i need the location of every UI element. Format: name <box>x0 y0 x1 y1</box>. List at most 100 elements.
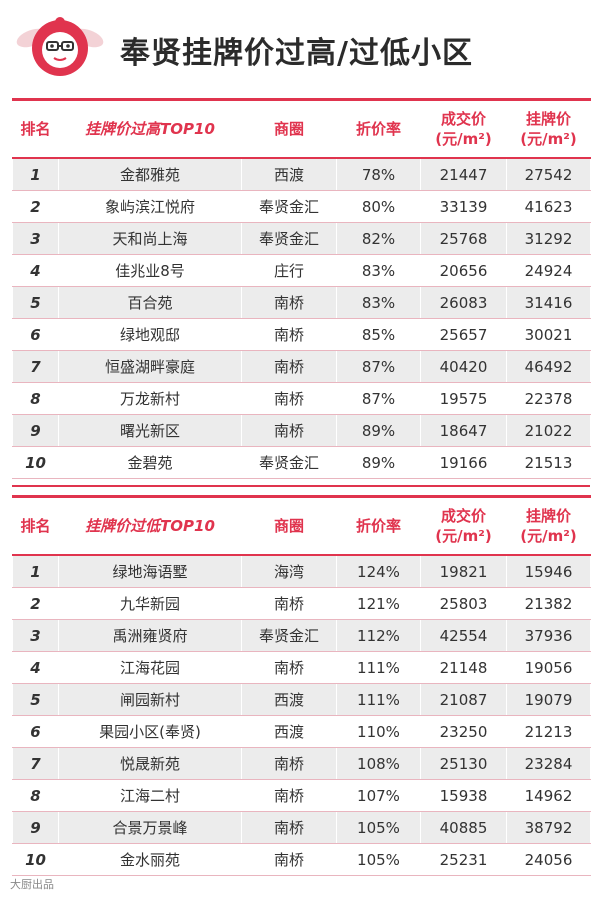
table-row: 7 恒盛湖畔豪庭 南桥 87% 40420 46492 <box>12 350 591 383</box>
list-unit-label: (元/m²) <box>520 527 577 545</box>
deal-cell: 21447 <box>420 158 507 191</box>
rank-cell: 7 <box>12 747 59 780</box>
deal-cell: 21148 <box>420 651 507 684</box>
rank-cell: 6 <box>12 318 59 351</box>
list-price-label: 挂牌价 <box>525 507 571 525</box>
discount-cell: 83% <box>336 286 421 319</box>
discount-cell: 108% <box>336 747 421 780</box>
name-cell: 合景万景峰 <box>58 811 242 844</box>
table-row: 6 果园小区(奉贤) 西渡 110% 23250 21213 <box>12 715 591 748</box>
discount-cell: 85% <box>336 318 421 351</box>
name-cell: 禹洲雍贤府 <box>58 619 242 652</box>
discount-cell: 112% <box>336 619 421 652</box>
rank-cell: 10 <box>12 843 59 876</box>
table-row: 5 百合苑 南桥 83% 26083 31416 <box>12 286 591 319</box>
col-rank-header: 排名 <box>12 495 59 556</box>
area-cell: 南桥 <box>241 382 337 415</box>
name-cell: 象屿滨江悦府 <box>58 190 242 223</box>
table-row: 4 江海花园 南桥 111% 21148 19056 <box>12 651 591 684</box>
rank-cell: 5 <box>12 683 59 716</box>
watermark: 大厨出品 <box>10 878 54 891</box>
list-cell: 31416 <box>506 286 591 319</box>
name-cell: 恒盛湖畔豪庭 <box>58 350 242 383</box>
deal-cell: 42554 <box>420 619 507 652</box>
table-row: 8 江海二村 南桥 107% 15938 14962 <box>12 779 591 812</box>
area-cell: 南桥 <box>241 350 337 383</box>
list-cell: 27542 <box>506 158 591 191</box>
name-cell: 绿地观邸 <box>58 318 242 351</box>
deal-cell: 25130 <box>420 747 507 780</box>
discount-cell: 87% <box>336 350 421 383</box>
deal-cell: 19575 <box>420 382 507 415</box>
deal-cell: 25657 <box>420 318 507 351</box>
list-cell: 15946 <box>506 555 591 588</box>
discount-cell: 111% <box>336 683 421 716</box>
rank-cell: 2 <box>12 587 59 620</box>
discount-cell: 78% <box>336 158 421 191</box>
deal-cell: 19166 <box>420 446 507 479</box>
deal-cell: 25768 <box>420 222 507 255</box>
list-cell: 46492 <box>506 350 591 383</box>
table-row: 2 九华新园 南桥 121% 25803 21382 <box>12 587 591 620</box>
deal-unit-label: (元/m²) <box>435 527 492 545</box>
area-cell: 南桥 <box>241 587 337 620</box>
col-discount-header: 折价率 <box>336 495 421 556</box>
rank-cell: 1 <box>12 555 59 588</box>
table-row: 1 绿地海语墅 海湾 124% 19821 15946 <box>12 555 591 588</box>
table-divider <box>12 485 590 487</box>
rank-cell: 2 <box>12 190 59 223</box>
area-cell: 奉贤金汇 <box>241 446 337 479</box>
col-deal-header: 成交价 (元/m²) <box>420 495 507 556</box>
table-row: 1 金都雅苑 西渡 78% 21447 27542 <box>12 158 591 191</box>
deal-cell: 19821 <box>420 555 507 588</box>
table-header-row: 排名 挂牌价过高TOP10 商圈 折价率 成交价 (元/m²) 挂牌价 (元/m²) <box>12 98 591 159</box>
col-area-header: 商圈 <box>241 98 337 159</box>
area-cell: 奉贤金汇 <box>241 619 337 652</box>
col-name-header: 挂牌价过高TOP10 <box>58 98 242 159</box>
discount-cell: 80% <box>336 190 421 223</box>
rank-cell: 4 <box>12 254 59 287</box>
area-cell: 南桥 <box>241 779 337 812</box>
table-row: 9 合景万景峰 南桥 105% 40885 38792 <box>12 811 591 844</box>
list-cell: 24056 <box>506 843 591 876</box>
name-cell: 绿地海语墅 <box>58 555 242 588</box>
table-row: 5 闸园新村 西渡 111% 21087 19079 <box>12 683 591 716</box>
list-price-label: 挂牌价 <box>525 110 571 128</box>
name-cell: 果园小区(奉贤) <box>58 715 242 748</box>
deal-cell: 40885 <box>420 811 507 844</box>
deal-unit-label: (元/m²) <box>435 130 492 148</box>
name-cell: 金碧苑 <box>58 446 242 479</box>
rank-cell: 9 <box>12 811 59 844</box>
list-cell: 21022 <box>506 414 591 447</box>
area-cell: 西渡 <box>241 683 337 716</box>
rank-cell: 3 <box>12 619 59 652</box>
list-cell: 30021 <box>506 318 591 351</box>
area-cell: 奉贤金汇 <box>241 222 337 255</box>
discount-cell: 111% <box>336 651 421 684</box>
rank-cell: 3 <box>12 222 59 255</box>
list-cell: 31292 <box>506 222 591 255</box>
area-cell: 奉贤金汇 <box>241 190 337 223</box>
deal-cell: 23250 <box>420 715 507 748</box>
deal-price-label: 成交价 <box>440 507 486 525</box>
area-cell: 南桥 <box>241 286 337 319</box>
table-row: 4 佳兆业8号 庄行 83% 20656 24924 <box>12 254 591 287</box>
deal-cell: 26083 <box>420 286 507 319</box>
name-cell: 曙光新区 <box>58 414 242 447</box>
deal-cell: 18647 <box>420 414 507 447</box>
name-cell: 佳兆业8号 <box>58 254 242 287</box>
list-cell: 41623 <box>506 190 591 223</box>
table-row: 9 曙光新区 南桥 89% 18647 21022 <box>12 414 591 447</box>
name-cell: 江海花园 <box>58 651 242 684</box>
list-cell: 38792 <box>506 811 591 844</box>
name-cell: 闸园新村 <box>58 683 242 716</box>
area-cell: 南桥 <box>241 318 337 351</box>
rank-cell: 4 <box>12 651 59 684</box>
list-cell: 37936 <box>506 619 591 652</box>
deal-cell: 40420 <box>420 350 507 383</box>
discount-cell: 110% <box>336 715 421 748</box>
high-price-table: 排名 挂牌价过高TOP10 商圈 折价率 成交价 (元/m²) 挂牌价 (元/m²)… <box>12 98 591 479</box>
deal-cell: 25231 <box>420 843 507 876</box>
list-cell: 23284 <box>506 747 591 780</box>
discount-cell: 105% <box>336 843 421 876</box>
